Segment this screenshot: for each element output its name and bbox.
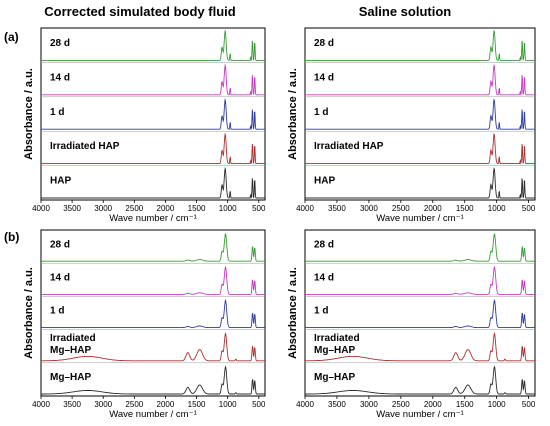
series-label: 28 d	[50, 38, 70, 49]
x-tick-label: 2500	[392, 204, 410, 213]
series-label: 14 d	[314, 272, 334, 283]
panel-a-left: HAP Irradiated HAP 1 d 14 d 28 d 4000 3500 3000…	[23, 27, 266, 224]
spectrum-line	[41, 232, 265, 262]
spectrum-line	[305, 232, 535, 262]
x-tick-label: 3500	[63, 204, 81, 213]
x-axis-label: Wave number / cm⁻¹	[109, 213, 197, 224]
x-tick-label: 1500	[456, 204, 474, 213]
spectrum-line	[305, 167, 535, 199]
spectrum-line	[41, 132, 265, 165]
series-label: Irradiated	[314, 333, 360, 344]
spectrum-line	[305, 365, 535, 395]
row-label-b: (b)	[4, 230, 19, 244]
x-axis-label: Wave number / cm⁻¹	[109, 409, 197, 420]
x-tick-label: 2000	[424, 204, 442, 213]
y-axis-label: Absorbance / a.u.	[287, 68, 299, 160]
x-tick-label: 4000	[32, 400, 50, 409]
series-label: 1 d	[314, 306, 328, 317]
x-tick-label: 1000	[219, 400, 237, 409]
spectrum-line	[41, 365, 265, 395]
title-left: Corrected simulated body fluid	[44, 4, 235, 19]
x-tick-label: 3000	[94, 204, 112, 213]
series-label: Mg–HAP	[50, 345, 91, 356]
spectrum-line	[305, 265, 535, 295]
spectrum-line	[41, 166, 265, 199]
series-label: 1 d	[50, 306, 64, 317]
x-tick-label: 500	[252, 400, 266, 409]
x-tick-label: 3000	[94, 400, 112, 409]
series-label: 28 d	[50, 239, 70, 250]
series-label: 14 d	[50, 272, 70, 283]
series-label: Irradiated HAP	[314, 141, 384, 152]
x-tick-label: 1500	[188, 400, 206, 409]
x-tick-label: 4000	[296, 204, 314, 213]
series-label: 14 d	[50, 72, 70, 83]
x-tick-label: 4000	[296, 400, 314, 409]
spectrum-line	[305, 132, 535, 165]
x-tick-label: 1000	[488, 400, 506, 409]
x-tick-label: 2500	[392, 400, 410, 409]
spectrum-line	[41, 265, 265, 295]
x-tick-label: 2000	[157, 204, 175, 213]
x-tick-label: 2000	[157, 400, 175, 409]
plot-frame	[40, 229, 266, 397]
x-tick-label: 3500	[328, 400, 346, 409]
x-axis-label: Wave number / cm⁻¹	[376, 409, 464, 420]
x-tick-label: 500	[522, 204, 536, 213]
spectrum-line	[41, 332, 265, 362]
series-label: Mg–HAP	[314, 345, 355, 356]
spectrum-line	[41, 98, 265, 131]
spectrum-line	[41, 29, 265, 62]
spectrum-line	[305, 299, 535, 329]
x-tick-label: 3000	[360, 400, 378, 409]
x-tick-label: 1000	[488, 204, 506, 213]
spectrum-line	[305, 332, 535, 362]
plot-frame	[304, 27, 536, 201]
spectrum-line	[41, 299, 265, 329]
y-axis-label: Absorbance / a.u.	[23, 267, 35, 359]
title-right: Saline solution	[359, 4, 452, 19]
plot-frame	[40, 27, 266, 201]
x-tick-label: 2500	[125, 204, 143, 213]
x-tick-label: 3000	[360, 204, 378, 213]
plot-frame	[304, 229, 536, 397]
spectrum-line	[305, 98, 535, 131]
x-tick-label: 4000	[32, 204, 50, 213]
series-label: 28 d	[314, 38, 334, 49]
y-axis-label: Absorbance / a.u.	[23, 68, 35, 160]
panel-a-right: HAP Irradiated HAP 1 d 14 d 28 d 4000 3500 3000…	[287, 27, 536, 224]
series-label: HAP	[50, 176, 71, 187]
x-tick-label: 500	[522, 400, 536, 409]
x-tick-label: 1500	[456, 400, 474, 409]
series-label: Mg–HAP	[50, 372, 91, 383]
x-tick-label: 500	[252, 204, 266, 213]
series-label: Irradiated	[50, 333, 96, 344]
x-tick-label: 1000	[219, 204, 237, 213]
spectrum-line	[305, 29, 535, 62]
x-tick-label: 2500	[125, 400, 143, 409]
x-tick-label: 3500	[328, 204, 346, 213]
x-axis-label: Wave number / cm⁻¹	[376, 213, 464, 224]
series-label: HAP	[314, 176, 335, 187]
series-label: 14 d	[314, 72, 334, 83]
series-label: 1 d	[50, 107, 64, 118]
x-tick-label: 3500	[63, 400, 81, 409]
spectrum-line	[305, 63, 535, 96]
series-label: 28 d	[314, 239, 334, 250]
x-tick-label: 2000	[424, 400, 442, 409]
row-label-a: (a)	[4, 30, 19, 44]
series-label: Irradiated HAP	[50, 141, 120, 152]
x-tick-label: 1500	[188, 204, 206, 213]
y-axis-label: Absorbance / a.u.	[287, 267, 299, 359]
series-label: 1 d	[314, 107, 328, 118]
spectrum-line	[41, 63, 265, 96]
series-label: Mg–HAP	[314, 372, 355, 383]
